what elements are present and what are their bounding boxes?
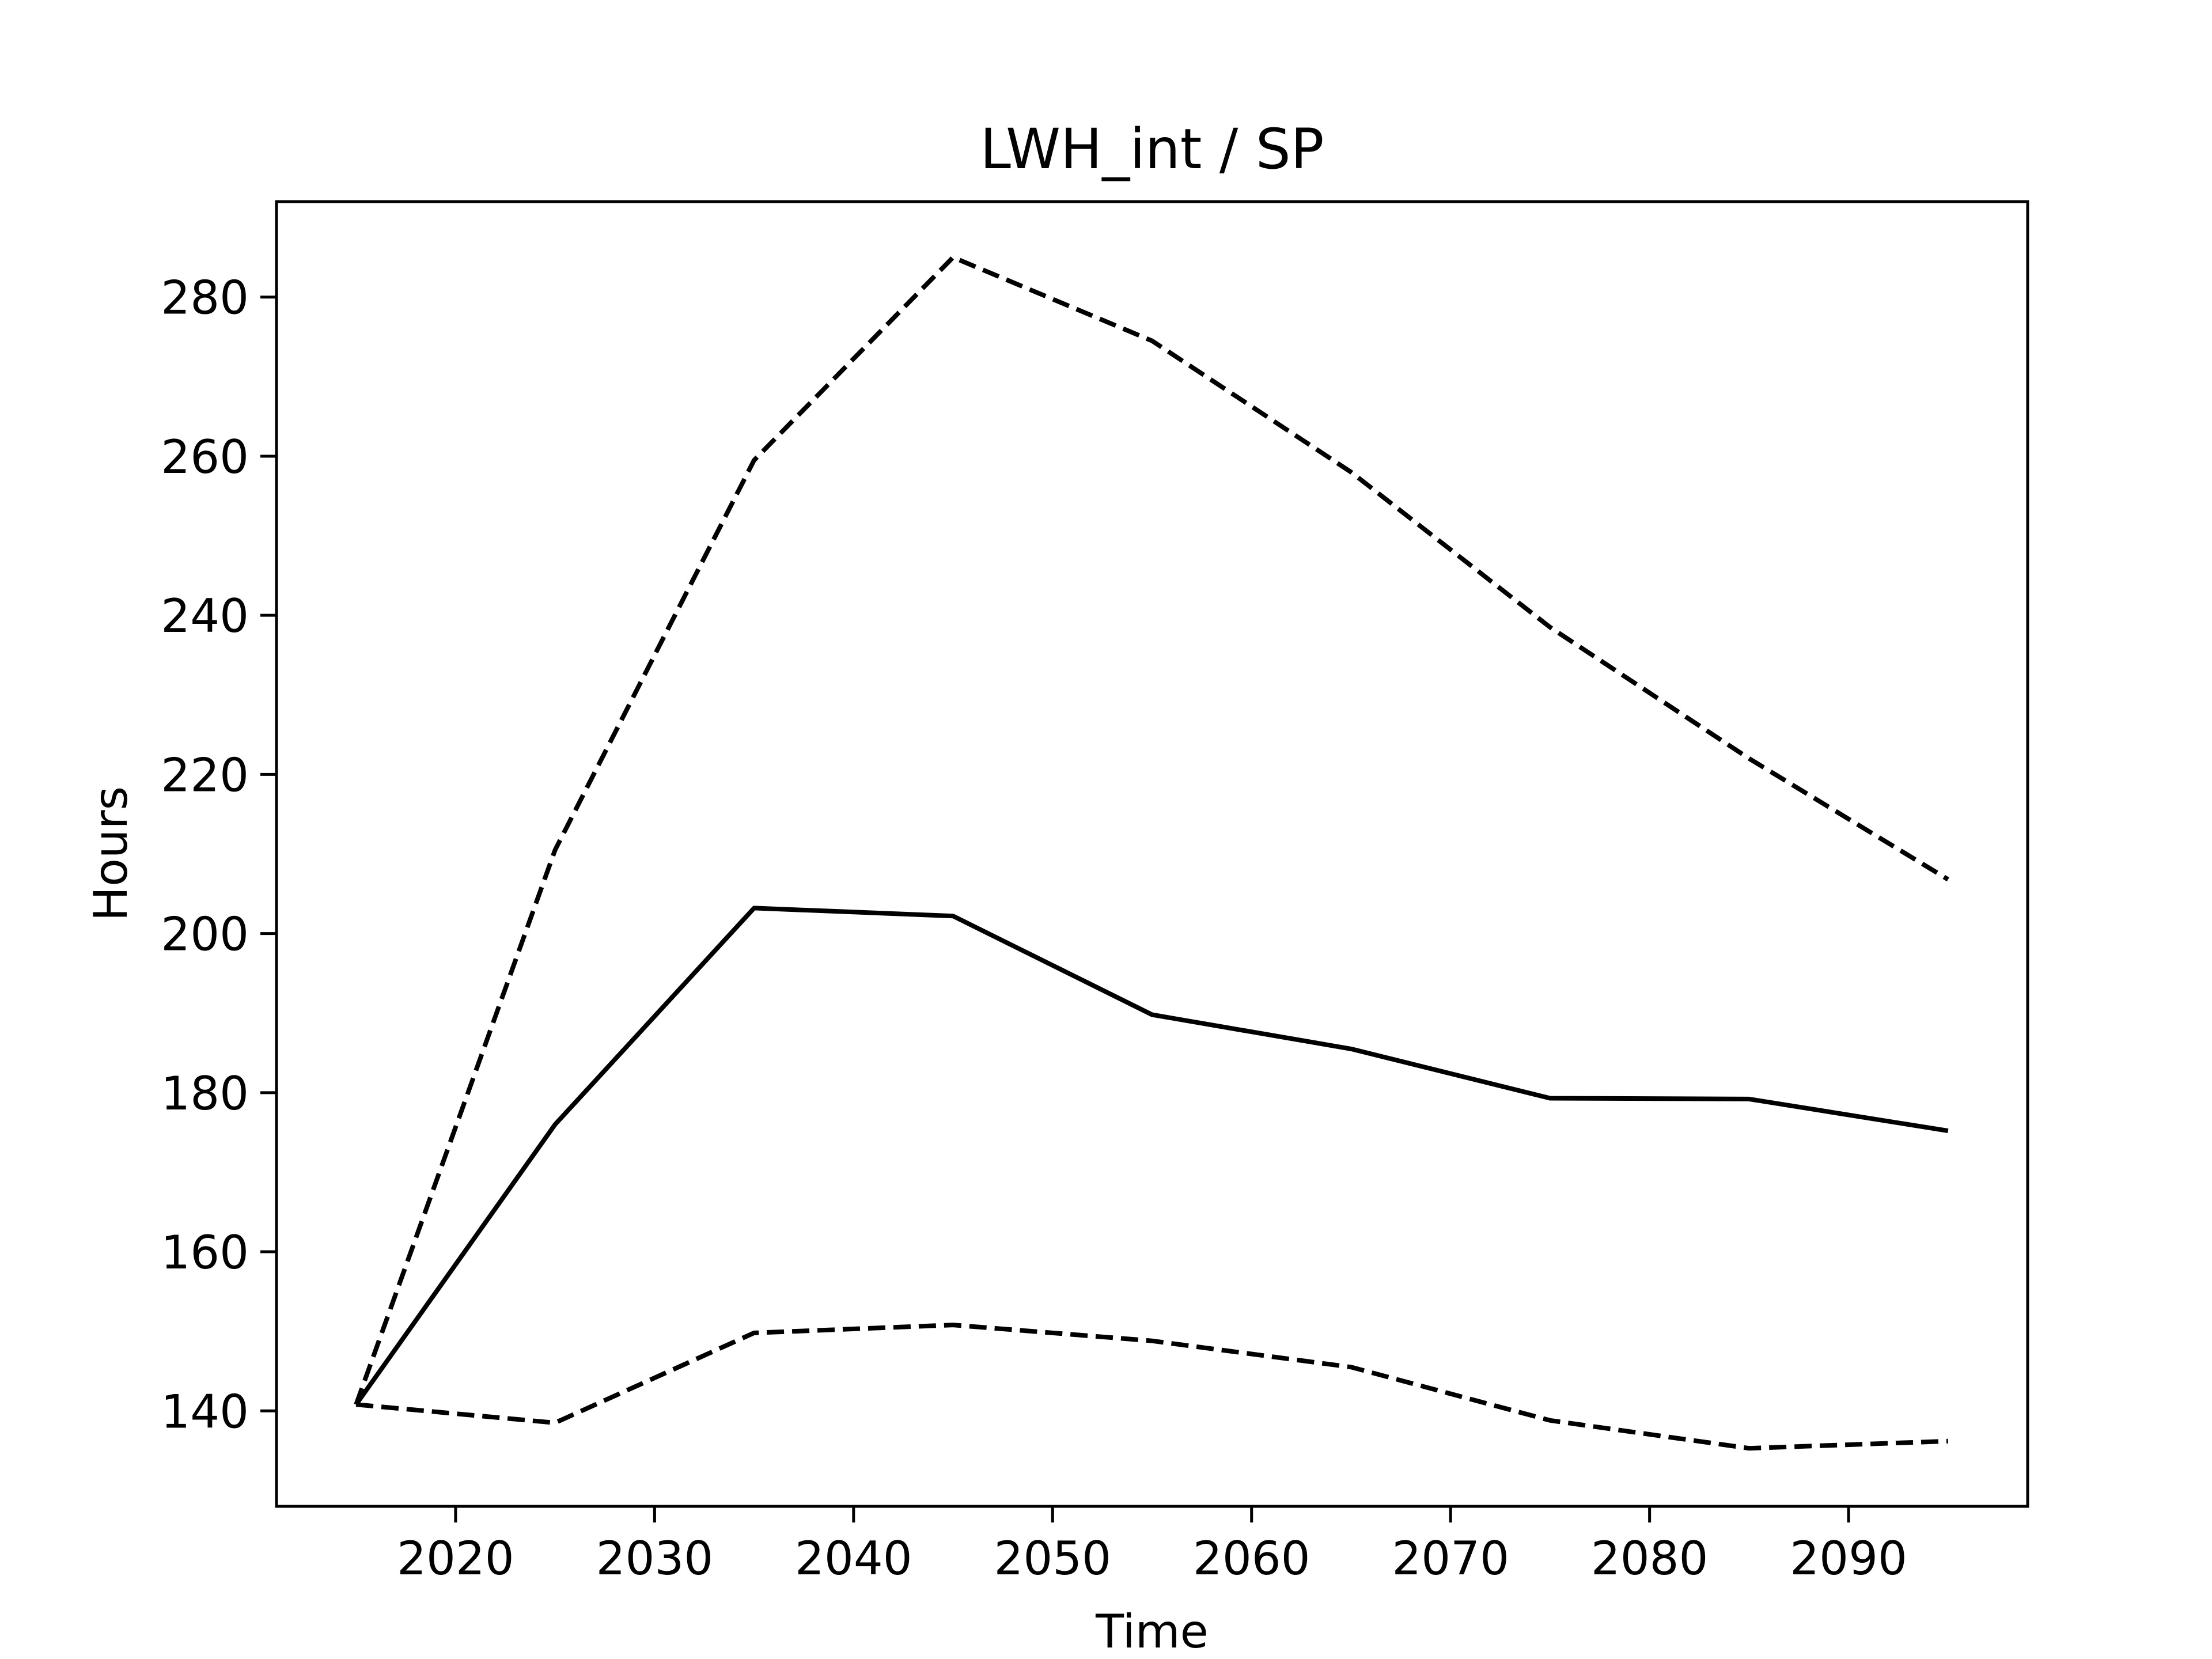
x-axis-label: Time [1095,1605,1209,1658]
plot-frame [275,200,2029,1508]
y-tick-label: 260 [161,430,249,484]
x-tick-label: 2040 [795,1532,912,1585]
series-line-1 [354,255,1949,1406]
series-layer [354,255,1949,1451]
y-axis-label: Hours [84,786,138,921]
y-tick-label: 240 [161,589,249,643]
y-tick-label: 160 [161,1226,249,1279]
x-tick-label: 2020 [397,1532,514,1585]
y-tick-label: 140 [161,1385,249,1438]
chart-title: LWH_int / SP [980,117,1324,181]
y-tick-label: 180 [161,1067,249,1120]
y-tick-label: 220 [161,748,249,802]
x-tick-label: 2080 [1591,1532,1709,1585]
series-line-2 [354,906,1949,1406]
x-tick-label: 2060 [1193,1532,1310,1585]
x-tick-label: 2070 [1392,1532,1509,1585]
y-axis: 140 160 180 200 220 240 260 280 [161,271,276,1438]
y-tick-label: 280 [161,271,249,325]
x-tick-label: 2090 [1790,1532,1907,1585]
series-line-3 [355,1323,1948,1451]
x-tick-label: 2050 [994,1532,1111,1585]
x-axis: 2020 2030 2040 2050 2060 2070 2080 2090 [397,1506,1907,1585]
x-tick-label: 2030 [596,1532,714,1585]
y-tick-label: 200 [161,908,249,961]
